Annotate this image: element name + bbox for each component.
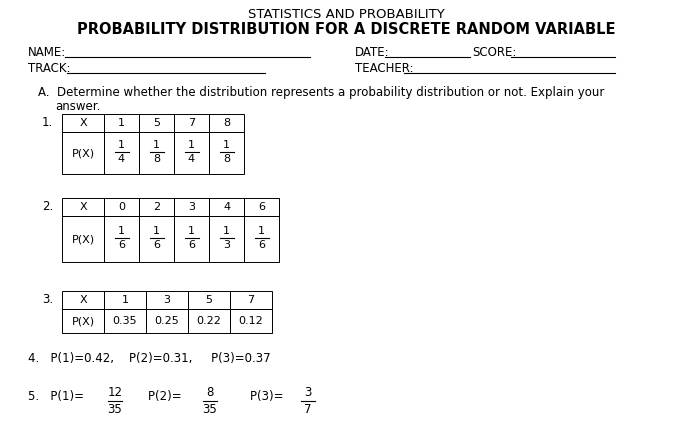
Text: 1: 1 — [223, 140, 230, 150]
Text: X: X — [79, 202, 86, 212]
Text: 2.: 2. — [42, 200, 53, 213]
Text: 3: 3 — [188, 202, 195, 212]
Text: 1: 1 — [153, 140, 160, 150]
Bar — [174, 114, 209, 132]
Text: 1: 1 — [223, 226, 230, 236]
Text: 8: 8 — [153, 154, 160, 164]
Bar — [209, 216, 244, 262]
Text: 1: 1 — [188, 226, 195, 236]
Bar — [174, 216, 209, 262]
Text: A.  Determine whether the distribution represents a probability distribution or : A. Determine whether the distribution re… — [38, 86, 604, 99]
Bar — [62, 198, 104, 216]
Text: 4: 4 — [223, 202, 230, 212]
Bar — [209, 198, 244, 216]
Bar — [62, 132, 104, 174]
Text: 5: 5 — [153, 118, 160, 128]
Text: 0.25: 0.25 — [154, 316, 179, 326]
Bar — [146, 291, 188, 309]
Bar — [230, 291, 272, 309]
Bar — [104, 114, 139, 132]
Text: P(X): P(X) — [71, 316, 95, 326]
Text: X: X — [79, 295, 86, 305]
Bar — [139, 216, 174, 262]
Text: 7: 7 — [304, 403, 312, 416]
Text: 1: 1 — [118, 140, 125, 150]
Text: 5.   P(1)=: 5. P(1)= — [28, 390, 88, 403]
Bar — [104, 198, 139, 216]
Text: 0: 0 — [118, 202, 125, 212]
Bar — [139, 114, 174, 132]
Text: 1: 1 — [118, 226, 125, 236]
Bar — [209, 132, 244, 174]
Text: 1: 1 — [188, 140, 195, 150]
Text: 35: 35 — [108, 403, 122, 416]
Text: 8: 8 — [223, 118, 230, 128]
Bar — [62, 114, 104, 132]
Text: DATE:: DATE: — [355, 46, 390, 59]
Bar — [146, 309, 188, 333]
Text: 12: 12 — [107, 386, 122, 399]
Text: 1: 1 — [258, 226, 265, 236]
Bar — [188, 291, 230, 309]
Bar — [174, 132, 209, 174]
Text: TRACK:: TRACK: — [28, 62, 71, 75]
Text: TEACHER:: TEACHER: — [355, 62, 414, 75]
Text: 0.35: 0.35 — [113, 316, 137, 326]
Text: 8: 8 — [223, 154, 230, 164]
Text: 1.: 1. — [42, 116, 53, 129]
Text: PROBABILITY DISTRIBUTION FOR A DISCRETE RANDOM VARIABLE: PROBABILITY DISTRIBUTION FOR A DISCRETE … — [77, 22, 615, 37]
Text: 7: 7 — [248, 295, 255, 305]
Bar — [139, 132, 174, 174]
Bar — [244, 216, 279, 262]
Text: 1: 1 — [122, 295, 129, 305]
Text: answer.: answer. — [55, 100, 100, 113]
Bar — [174, 198, 209, 216]
Text: 1: 1 — [153, 226, 160, 236]
Text: NAME:: NAME: — [28, 46, 66, 59]
Text: X: X — [79, 118, 86, 128]
Bar — [104, 309, 146, 333]
Text: P(2)=: P(2)= — [148, 390, 185, 403]
Text: 8: 8 — [206, 386, 214, 399]
Text: P(X): P(X) — [71, 148, 95, 158]
Text: 3.: 3. — [42, 293, 53, 306]
Bar — [139, 198, 174, 216]
Text: 6: 6 — [258, 240, 265, 250]
Text: 0.22: 0.22 — [197, 316, 221, 326]
Bar — [104, 132, 139, 174]
Text: 4.   P(1)=0.42,    P(2)=0.31,     P(3)=0.37: 4. P(1)=0.42, P(2)=0.31, P(3)=0.37 — [28, 352, 271, 365]
Text: 2: 2 — [153, 202, 160, 212]
Bar — [230, 309, 272, 333]
Text: 35: 35 — [203, 403, 217, 416]
Text: 5: 5 — [206, 295, 212, 305]
Text: STATISTICS AND PROBABILITY: STATISTICS AND PROBABILITY — [248, 8, 444, 21]
Text: 1: 1 — [118, 118, 125, 128]
Text: 3: 3 — [223, 240, 230, 250]
Text: 7: 7 — [188, 118, 195, 128]
Text: 3: 3 — [163, 295, 170, 305]
Bar — [62, 309, 104, 333]
Bar — [62, 291, 104, 309]
Text: 3: 3 — [304, 386, 311, 399]
Text: 6: 6 — [258, 202, 265, 212]
Text: SCORE:: SCORE: — [472, 46, 516, 59]
Text: 4: 4 — [188, 154, 195, 164]
Text: 6: 6 — [188, 240, 195, 250]
Bar — [188, 309, 230, 333]
Bar — [209, 114, 244, 132]
Text: 6: 6 — [118, 240, 125, 250]
Bar — [244, 198, 279, 216]
Text: 4: 4 — [118, 154, 125, 164]
Bar — [104, 291, 146, 309]
Text: 6: 6 — [153, 240, 160, 250]
Text: P(X): P(X) — [71, 234, 95, 244]
Text: 0.12: 0.12 — [239, 316, 264, 326]
Text: P(3)=: P(3)= — [250, 390, 287, 403]
Bar — [104, 216, 139, 262]
Bar — [62, 216, 104, 262]
